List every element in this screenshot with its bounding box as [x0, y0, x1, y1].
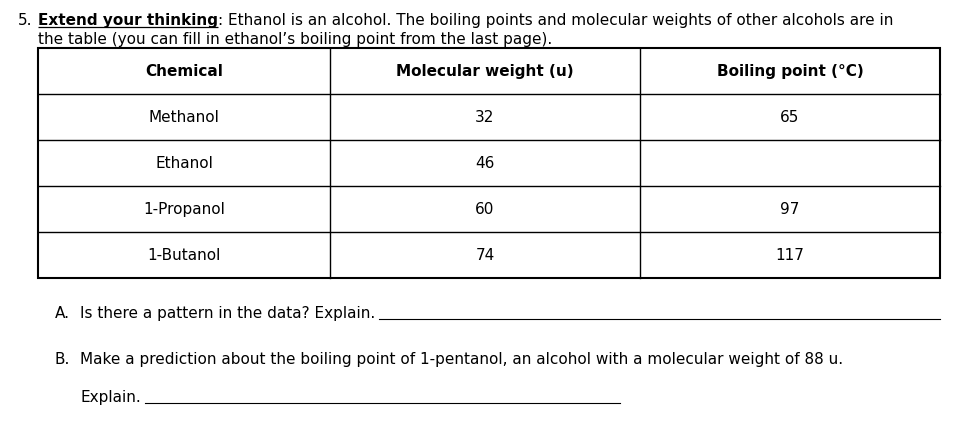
Text: Explain.: Explain. [80, 390, 141, 405]
Text: Extend your thinking: Extend your thinking [38, 13, 218, 28]
Text: Ethanol: Ethanol [155, 155, 213, 170]
Text: Is there a pattern in the data? Explain.: Is there a pattern in the data? Explain. [80, 306, 375, 321]
Text: A.: A. [55, 306, 70, 321]
Text: 1-Butanol: 1-Butanol [147, 247, 221, 262]
Text: the table (you can fill in ethanol’s boiling point from the last page).: the table (you can fill in ethanol’s boi… [38, 32, 552, 47]
Text: 74: 74 [475, 247, 495, 262]
Text: 5.: 5. [18, 13, 32, 28]
Text: B.: B. [55, 352, 70, 367]
Text: 1-Propanol: 1-Propanol [143, 202, 224, 217]
Text: : Ethanol is an alcohol. The boiling points and molecular weights of other alcoh: : Ethanol is an alcohol. The boiling poi… [218, 13, 893, 28]
Text: Chemical: Chemical [145, 63, 223, 78]
Text: Make a prediction about the boiling point of 1-pentanol, an alcohol with a molec: Make a prediction about the boiling poin… [80, 352, 843, 367]
Text: Molecular weight (u): Molecular weight (u) [396, 63, 574, 78]
Text: 65: 65 [781, 110, 799, 125]
Text: Boiling point (°C): Boiling point (°C) [716, 63, 864, 78]
Text: 117: 117 [776, 247, 804, 262]
Text: 32: 32 [475, 110, 495, 125]
Text: 60: 60 [475, 202, 495, 217]
Text: 97: 97 [781, 202, 799, 217]
Text: Methanol: Methanol [148, 110, 220, 125]
Text: 46: 46 [475, 155, 495, 170]
Bar [38, 48, 940, 278]
